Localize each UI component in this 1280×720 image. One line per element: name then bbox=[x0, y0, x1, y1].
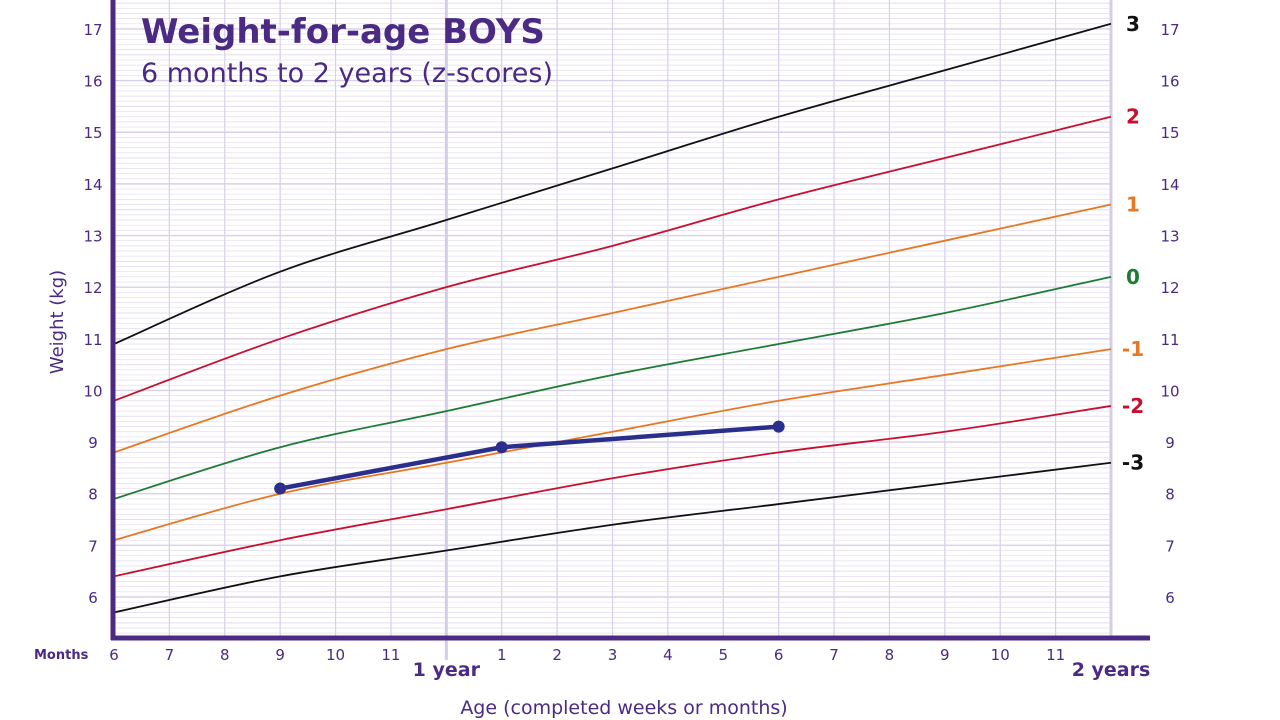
z-score-curve-1 bbox=[113, 203, 1112, 454]
x-tick-label: 5 bbox=[719, 646, 729, 664]
z-score-curve-2 bbox=[113, 115, 1112, 402]
z-score-label: -1 bbox=[1122, 337, 1144, 361]
chart-title: Weight-for-age BOYS bbox=[141, 12, 545, 52]
x-tick-label: 1 bbox=[497, 646, 507, 664]
y-tick-label-right: 8 bbox=[1165, 486, 1175, 504]
axes bbox=[110, 0, 1150, 641]
measurement-point bbox=[772, 420, 785, 433]
x-tick-label: 2 bbox=[552, 646, 562, 664]
y-tick-label-left: 17 bbox=[83, 21, 102, 39]
x-tick-label: 3 bbox=[608, 646, 618, 664]
measurement-series bbox=[274, 420, 785, 495]
y-tick-label-left: 15 bbox=[83, 124, 102, 142]
z-score-label: 1 bbox=[1126, 193, 1140, 217]
x-axis-label: Age (completed weeks or months) bbox=[460, 697, 787, 719]
chart-subtitle: 6 months to 2 years (z-scores) bbox=[141, 58, 553, 89]
z-score-curve--2 bbox=[113, 405, 1112, 578]
year-label: 1 year bbox=[413, 659, 481, 681]
months-label: Months bbox=[34, 648, 89, 663]
x-tick-label: 7 bbox=[829, 646, 839, 664]
y-tick-label-left: 7 bbox=[88, 537, 98, 555]
measurement-point bbox=[274, 482, 287, 495]
x-tick-label: 4 bbox=[663, 646, 673, 664]
x-tick-label: 9 bbox=[940, 646, 950, 664]
y-tick-label-right: 16 bbox=[1160, 73, 1179, 91]
y-tick-label-right: 10 bbox=[1160, 382, 1179, 400]
y-tick-label-left: 13 bbox=[83, 228, 102, 246]
y-tick-label-left: 14 bbox=[83, 176, 102, 194]
z-score-label: 2 bbox=[1126, 105, 1140, 129]
x-tick-label: 8 bbox=[885, 646, 895, 664]
y-tick-label-right: 11 bbox=[1160, 331, 1179, 349]
y-tick-label-right: 15 bbox=[1160, 124, 1179, 142]
y-axis-label: Weight (kg) bbox=[47, 270, 68, 374]
z-score-label: -3 bbox=[1122, 451, 1144, 475]
z-score-label: -2 bbox=[1122, 394, 1144, 418]
x-tick-label: 7 bbox=[165, 646, 175, 664]
y-tick-label-left: 8 bbox=[88, 486, 98, 504]
y-tick-label-left: 12 bbox=[83, 279, 102, 297]
y-tick-label-right: 12 bbox=[1160, 279, 1179, 297]
z-score-curve-0 bbox=[113, 275, 1112, 500]
z-score-label: 3 bbox=[1126, 12, 1140, 36]
z-score-label: 0 bbox=[1126, 265, 1140, 289]
y-tick-label-left: 6 bbox=[88, 589, 98, 607]
x-tick-label: 6 bbox=[774, 646, 784, 664]
x-tick-label: 9 bbox=[275, 646, 285, 664]
z-score-curve--3 bbox=[113, 461, 1112, 614]
y-tick-label-left: 11 bbox=[83, 331, 102, 349]
y-tick-label-left: 16 bbox=[83, 73, 102, 91]
y-tick-label-right: 17 bbox=[1160, 21, 1179, 39]
x-tick-label: 10 bbox=[326, 646, 345, 664]
y-tick-label-right: 6 bbox=[1165, 589, 1175, 607]
z-score-curve-3 bbox=[113, 22, 1112, 345]
x-tick-label: 11 bbox=[1046, 646, 1065, 664]
y-tick-label-right: 7 bbox=[1165, 537, 1175, 555]
y-tick-label-right: 13 bbox=[1160, 228, 1179, 246]
x-tick-label: 8 bbox=[220, 646, 230, 664]
measurement-point bbox=[495, 441, 508, 454]
y-tick-label-right: 14 bbox=[1160, 176, 1179, 194]
y-tick-label-right: 9 bbox=[1165, 434, 1175, 452]
z-score-curves: 3 2 1 0 -1 -2 -3 bbox=[113, 12, 1144, 614]
y-tick-label-left: 9 bbox=[88, 434, 98, 452]
x-tick-label: 10 bbox=[991, 646, 1010, 664]
grid bbox=[114, 0, 1113, 660]
x-tick-label: 6 bbox=[109, 646, 119, 664]
year-label: 2 years bbox=[1072, 659, 1151, 681]
y-tick-label-left: 10 bbox=[83, 382, 102, 400]
x-tick-label: 11 bbox=[381, 646, 400, 664]
